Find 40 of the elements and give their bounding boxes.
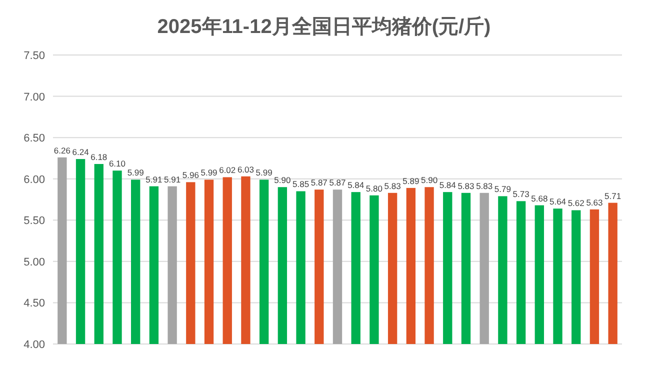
data-label: 5.80 <box>366 183 383 194</box>
data-label: 5.99 <box>200 168 218 178</box>
chart-title: 2025年11-12月全国日平均猪价(元/斤) <box>157 15 491 38</box>
data-label: 5.62 <box>568 198 585 208</box>
data-label: 5.64 <box>549 196 566 207</box>
data-label: 5.63 <box>586 197 604 208</box>
data-label: 5.68 <box>531 193 548 204</box>
data-label: 5.83 <box>476 180 493 191</box>
y-tick-label: 7.00 <box>24 91 45 104</box>
data-label: 5.83 <box>384 180 402 191</box>
data-label: 5.96 <box>182 170 200 180</box>
data-label: 5.87 <box>310 178 328 188</box>
data-label: 5.99 <box>256 168 273 178</box>
data-label: 6.10 <box>108 158 126 169</box>
data-label: 6.02 <box>219 165 236 176</box>
y-tick-label: 6.00 <box>24 174 45 186</box>
data-label: 5.87 <box>329 178 346 188</box>
data-label: 5.71 <box>604 190 622 201</box>
data-label: 6.03 <box>237 164 254 174</box>
data-label: 5.91 <box>146 174 162 184</box>
data-label: 6.24 <box>72 147 90 158</box>
data-label: 5.85 <box>292 179 310 190</box>
data-label: 5.99 <box>127 168 144 178</box>
data-label: 5.84 <box>439 180 456 190</box>
data-label: 5.79 <box>494 184 512 194</box>
data-label: 6.18 <box>90 152 108 162</box>
y-tick-label: 4.50 <box>24 298 45 310</box>
data-label: 5.73 <box>512 189 530 200</box>
data-label: 5.91 <box>164 174 181 184</box>
y-tick-label: 6.50 <box>24 132 45 145</box>
y-tick-label: 7.50 <box>24 50 45 62</box>
data-label: 6.26 <box>54 145 71 156</box>
data-label: 5.84 <box>348 180 364 190</box>
y-tick-label: 5.00 <box>24 256 45 268</box>
y-tick-label: 4.00 <box>24 339 45 351</box>
data-label: 5.90 <box>421 175 438 186</box>
data-label: 5.83 <box>458 180 475 191</box>
data-label: 5.89 <box>402 176 420 186</box>
y-tick-label: 5.50 <box>24 215 45 228</box>
data-label: 5.90 <box>274 175 291 186</box>
